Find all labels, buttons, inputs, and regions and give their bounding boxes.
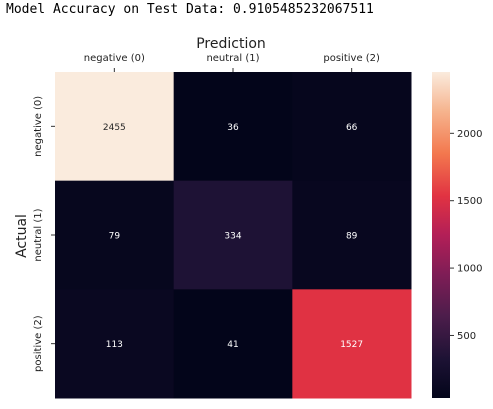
y-axis-title: Actual [14, 214, 30, 258]
y-tick-label: positive (2) [33, 315, 44, 372]
heatmap-cell [292, 180, 412, 290]
heatmap-cell [292, 289, 412, 399]
colorbar-tick-label: 2000 [457, 129, 482, 140]
colorbar-tick-label: 1000 [457, 264, 482, 275]
cell-value-label: 334 [224, 232, 241, 242]
heatmap-cell [173, 72, 293, 182]
console-output-text: Model Accuracy on Test Data: 0.910548523… [6, 2, 374, 17]
heatmap-cell [55, 289, 175, 399]
cell-value-label: 113 [106, 340, 123, 350]
heatmap-cell [55, 180, 175, 290]
heatmap-cell [292, 72, 412, 182]
y-tick-label: neutral (1) [33, 208, 44, 261]
heatmap-cell [55, 72, 175, 182]
cell-value-label: 1527 [340, 340, 363, 350]
x-tick-label: negative (0) [84, 53, 145, 64]
heatmap-cell [173, 289, 293, 399]
colorbar-tick-label: 500 [457, 331, 476, 342]
cell-value-label: 41 [227, 340, 238, 350]
cell-value-label: 89 [346, 232, 358, 242]
x-axis-title: Prediction [196, 36, 266, 52]
y-tick-label: negative (0) [33, 96, 44, 157]
cell-value-label: 79 [109, 232, 121, 242]
cell-value-label: 36 [227, 123, 239, 133]
cell-value-label: 66 [346, 123, 358, 133]
colorbar [432, 72, 450, 398]
x-tick-label: positive (2) [323, 53, 380, 64]
cell-value-label: 2455 [103, 123, 126, 133]
x-tick-label: neutral (1) [206, 53, 259, 64]
heatmap-cell [173, 180, 293, 290]
colorbar-tick-label: 1500 [457, 196, 482, 207]
